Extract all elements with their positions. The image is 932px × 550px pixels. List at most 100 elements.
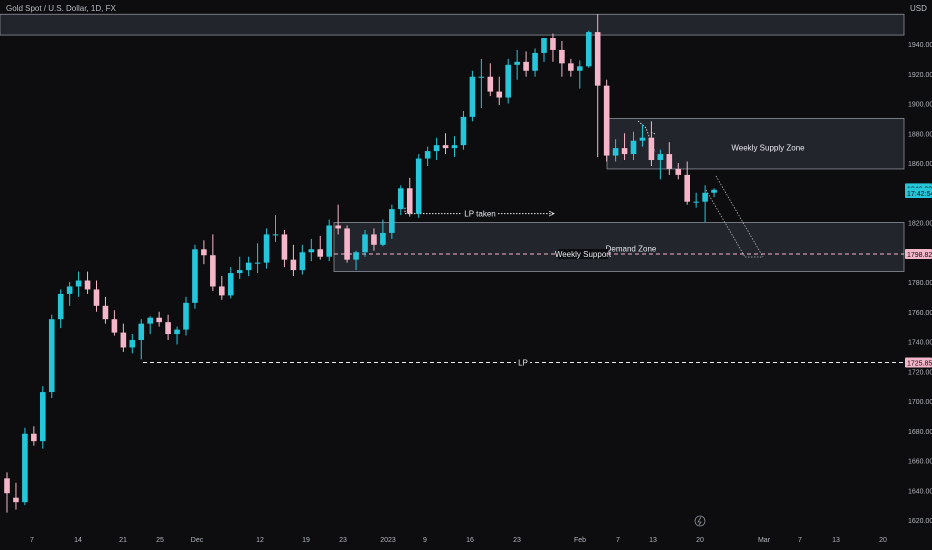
candle: [362, 229, 368, 257]
candle: [415, 154, 422, 219]
candle-body: [666, 154, 673, 169]
time-tick-label: Mar: [758, 537, 771, 544]
candle-body: [621, 148, 628, 155]
candle: [433, 137, 440, 161]
time-tick-label: 13: [832, 537, 840, 544]
candle: [165, 314, 171, 341]
candle: [424, 146, 431, 166]
candle: [272, 215, 279, 242]
candle-body: [406, 188, 413, 214]
candle-body: [227, 273, 234, 296]
candle-body: [594, 32, 601, 86]
candle: [568, 58, 574, 77]
candle: [639, 124, 646, 147]
candle-body: [129, 340, 136, 348]
candle-body: [102, 305, 109, 320]
candle: [156, 311, 162, 327]
candle: [84, 271, 91, 294]
price-tick-label: 1940.00: [908, 42, 932, 49]
price-tick-label: 1640.00: [908, 488, 932, 495]
candle: [371, 228, 377, 251]
candle-body: [460, 116, 467, 146]
candle: [120, 323, 127, 352]
time-tick-label: 12: [256, 537, 264, 544]
candle: [585, 30, 592, 68]
candle-body: [371, 234, 377, 245]
candle-body: [496, 91, 503, 98]
candle-body: [174, 329, 180, 335]
candle-body: [236, 270, 243, 274]
candle: [192, 244, 198, 309]
price-tick-label: 1880.00: [908, 131, 932, 138]
candle: [245, 256, 252, 277]
candle: [505, 58, 511, 104]
candle: [66, 282, 73, 306]
lp-taken-arrowhead: [548, 210, 555, 217]
candle: [147, 316, 153, 335]
price-tick-label: 1720.00: [908, 369, 932, 376]
candle-body: [31, 433, 37, 442]
price-label-bg: [905, 188, 932, 199]
candle-body: [585, 32, 592, 67]
candle-body: [192, 249, 198, 303]
time-tick-label: 19: [302, 537, 310, 544]
time-tick-label: 23: [339, 537, 347, 544]
candle: [594, 14, 601, 158]
candle: [93, 280, 100, 312]
candle: [31, 426, 37, 446]
price-tick-label: 1740.00: [908, 340, 932, 347]
candle: [13, 482, 19, 510]
candle-body: [75, 280, 82, 287]
candle: [559, 41, 565, 77]
candle: [603, 79, 610, 162]
price-axis[interactable]: 1620.00 1640.00 1660.00 1680.00 1700.00 1720.…: [908, 42, 932, 525]
zone-box: [333, 222, 905, 272]
candle: [75, 271, 82, 297]
candle-body: [317, 249, 324, 257]
time-axis[interactable]: 7 14 21 25 Dec 12 19 23 2023 9 16 23 Feb 7 13 20 Mar 7 13 2…: [30, 515, 887, 544]
time-tick-label: 23: [513, 537, 521, 544]
candle: [577, 60, 583, 89]
candle-body: [398, 188, 404, 210]
candle-body: [514, 61, 520, 65]
candle-body: [111, 319, 118, 333]
price-tick-label: 1760.00: [908, 310, 932, 317]
time-tick-label: 21: [119, 537, 127, 544]
lp-taken-label-bg: [462, 208, 498, 219]
projection-path: [705, 175, 764, 258]
candle-body: [559, 49, 565, 64]
candle: [290, 244, 297, 277]
candle-body: [57, 293, 64, 320]
price-tick-label: 1660.00: [908, 459, 932, 466]
candle-body: [165, 322, 171, 335]
candle-body: [326, 225, 332, 257]
candle: [460, 110, 467, 150]
candle-body: [478, 76, 485, 78]
candle: [317, 235, 324, 260]
price-tick-label: 1820.00: [908, 221, 932, 228]
candle: [174, 326, 180, 345]
candle: [666, 142, 673, 175]
candle-body: [711, 189, 717, 193]
time-tick-label: 9: [423, 537, 427, 544]
lp-label-bg: [516, 357, 530, 368]
candle-body: [281, 234, 288, 260]
lp-label: LP: [518, 359, 528, 368]
candle-body: [639, 137, 646, 141]
lightning-icon[interactable]: [694, 515, 706, 527]
currency-label[interactable]: USD: [910, 4, 927, 13]
time-tick-label: 20: [696, 537, 704, 544]
candle: [630, 131, 637, 161]
candle-body: [353, 252, 359, 260]
candle-body: [612, 148, 619, 156]
candle: [219, 276, 225, 300]
candle-body: [290, 259, 297, 271]
candle-body: [424, 151, 431, 159]
candle-body: [84, 280, 91, 290]
price-label: 1798.82: [907, 252, 932, 259]
candle-body: [648, 137, 655, 161]
candle: [496, 76, 503, 105]
candle-body: [362, 234, 368, 253]
